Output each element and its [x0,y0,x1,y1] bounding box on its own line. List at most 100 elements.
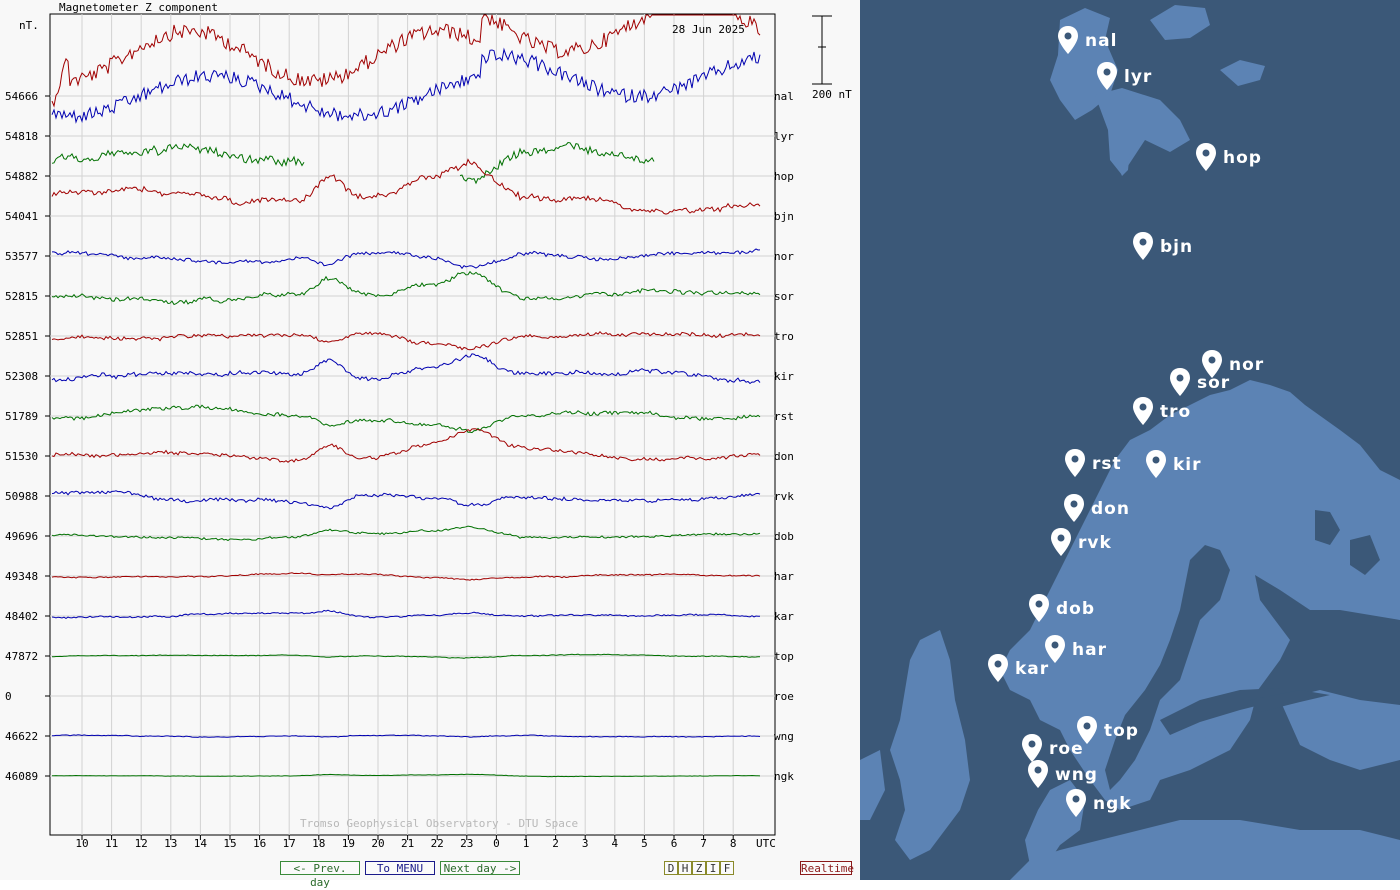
map-pin-dob[interactable] [1029,594,1049,622]
map-pin-icon [1065,449,1085,477]
station-label: rvk [774,490,794,503]
station-label: sor [774,290,794,303]
map-pin-dot [1083,722,1091,730]
map-pin-icon [1028,760,1048,788]
map-label-har: har [1072,640,1107,660]
x-tick-label: 10 [75,837,88,850]
map-pin-dot [1139,403,1147,411]
scale-bar [812,15,832,85]
map-pin-icon [1064,494,1084,522]
map-pin-tro[interactable] [1133,397,1153,425]
station-label: nal [774,90,794,103]
map-pin-icon [1045,635,1065,663]
x-tick-label: 13 [164,837,177,850]
trace-kir [51,353,761,385]
map-pin-don[interactable] [1064,494,1084,522]
map-pin-kar[interactable] [988,654,1008,682]
station-label: nor [774,250,794,263]
x-tick-label: 21 [401,837,414,850]
x-tick-label: 4 [611,837,618,850]
trace-nor [52,248,761,270]
trace-bjn [51,158,761,215]
map-pin-kir[interactable] [1146,450,1166,478]
realtime-button[interactable]: Realtime [800,861,854,875]
map-pin-bjn[interactable] [1133,232,1153,260]
component-f-button[interactable]: F [720,861,734,875]
station-label: lyr [774,130,794,143]
map-label-lyr: lyr [1124,67,1153,87]
map-pin-lyr[interactable] [1097,62,1117,90]
trace-hop [51,141,655,185]
map-pin-wng[interactable] [1028,760,1048,788]
component-d-button[interactable]: D [664,861,678,875]
map-pin-sor[interactable] [1170,368,1190,396]
baseline-label: 48402 [5,610,38,623]
station-pins [988,26,1222,817]
map-pin-dot [1152,456,1160,464]
map-label-kar: kar [1015,659,1050,679]
map-label-don: don [1091,499,1130,519]
x-tick-label: 8 [730,837,737,850]
station-label: tro [774,330,794,343]
x-tick-label: 2 [552,837,559,850]
plot-area [49,13,776,836]
map-pin-dot [1208,356,1216,364]
footer-credit: Tromso Geophysical Observatory - DTU Spa… [300,817,578,830]
component-i-button[interactable]: I [706,861,720,875]
station-label: ngk [774,770,794,783]
map-pin-hop[interactable] [1196,143,1216,171]
map-pin-icon [1196,143,1216,171]
trace-kar [51,609,761,619]
map-label-kir: kir [1173,455,1202,475]
baseline-label: 54882 [5,170,38,183]
component-z-button[interactable]: Z [692,861,706,875]
map-pin-icon [1133,397,1153,425]
map-label-sor: sor [1197,373,1231,393]
x-tick-label: 7 [700,837,707,850]
baseline-label: 50988 [5,490,38,503]
map-pin-dot [1064,32,1072,40]
map-pin-dot [1103,68,1111,76]
x-tick-label: 16 [253,837,266,850]
x-tick-label: 14 [194,837,208,850]
map-label-top: top [1104,721,1139,741]
x-tick-label: 20 [371,837,384,850]
prev-day-button[interactable]: <- Prev. day [280,861,360,889]
map-pin-rvk[interactable] [1051,528,1071,556]
map-pin-ngk[interactable] [1066,789,1086,817]
map-pin-icon [1097,62,1117,90]
next-day-button[interactable]: Next day -> [440,861,520,875]
map-pin-rst[interactable] [1065,449,1085,477]
trace-dob [51,525,761,542]
map-pin-har[interactable] [1045,635,1065,663]
map-pin-nor[interactable] [1202,350,1222,378]
utc-label: UTC [756,837,776,850]
map-label-nor: nor [1229,355,1265,375]
map-pin-dot [994,660,1002,668]
map-land [860,5,1400,880]
station-label: har [774,570,794,583]
baseline-label: 52308 [5,370,38,383]
x-tick-label: 0 [493,837,500,850]
station-label: bjn [774,210,794,223]
baseline-label: 46089 [5,770,38,783]
map-pin-dot [1051,641,1059,649]
trace-har [51,572,761,581]
menu-button[interactable]: To MENU [365,861,435,875]
map-pin-dot [1070,500,1078,508]
baseline-label: 54041 [5,210,38,223]
x-tick-label: 5 [641,837,648,850]
component-h-button[interactable]: H [678,861,692,875]
map-label-tro: tro [1160,402,1192,422]
x-tick-label: 22 [431,837,444,850]
station-map [860,0,1400,880]
map-pin-dot [1057,534,1065,542]
map-pin-icon [1022,734,1042,762]
map-pin-roe[interactable] [1022,734,1042,762]
x-tick-label: 1 [523,837,530,850]
map-pin-top[interactable] [1077,716,1097,744]
map-pin-nal[interactable] [1058,26,1078,54]
x-tick-label: 6 [671,837,678,850]
magnetometer-chart: 10 11 12 13 14 15 16 17 18 19 20 21 22 23 0 1 2 3 4 5 6 7 8546… [5,1,852,850]
trace-rst [51,404,761,434]
